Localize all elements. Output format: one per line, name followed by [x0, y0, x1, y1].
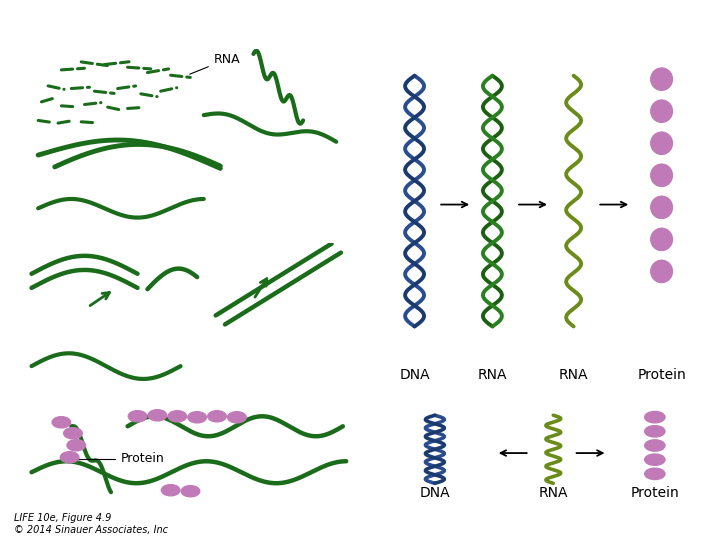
- Circle shape: [651, 196, 672, 219]
- Text: Figure 4.9  The "RNA World" Hypothesis: Figure 4.9 The "RNA World" Hypothesis: [6, 10, 336, 28]
- Circle shape: [651, 260, 672, 282]
- Circle shape: [228, 411, 246, 423]
- Circle shape: [651, 100, 672, 123]
- Text: DNA: DNA: [420, 485, 450, 500]
- Circle shape: [644, 426, 665, 437]
- Text: RNA: RNA: [190, 53, 240, 74]
- Circle shape: [644, 440, 665, 451]
- Circle shape: [188, 411, 207, 423]
- Circle shape: [644, 411, 665, 423]
- Circle shape: [644, 454, 665, 465]
- Circle shape: [644, 468, 665, 480]
- Text: Protein: Protein: [637, 368, 686, 382]
- Circle shape: [161, 484, 180, 496]
- Text: Protein: Protein: [76, 452, 165, 465]
- Text: DNA: DNA: [400, 368, 430, 382]
- Circle shape: [63, 428, 82, 439]
- Circle shape: [168, 411, 186, 422]
- Circle shape: [67, 440, 86, 451]
- Text: RNA: RNA: [559, 368, 588, 382]
- Circle shape: [181, 485, 199, 497]
- Text: Protein: Protein: [631, 485, 679, 500]
- Circle shape: [651, 164, 672, 186]
- Circle shape: [651, 68, 672, 90]
- Circle shape: [651, 228, 672, 251]
- Circle shape: [148, 410, 166, 421]
- Circle shape: [208, 411, 226, 422]
- Text: RNA: RNA: [539, 485, 568, 500]
- Circle shape: [52, 417, 71, 428]
- Circle shape: [651, 132, 672, 154]
- Circle shape: [128, 411, 147, 422]
- Text: LIFE 10e, Figure 4.9
© 2014 Sinauer Associates, Inc: LIFE 10e, Figure 4.9 © 2014 Sinauer Asso…: [14, 513, 168, 535]
- Text: RNA: RNA: [477, 368, 507, 382]
- Circle shape: [60, 451, 79, 463]
